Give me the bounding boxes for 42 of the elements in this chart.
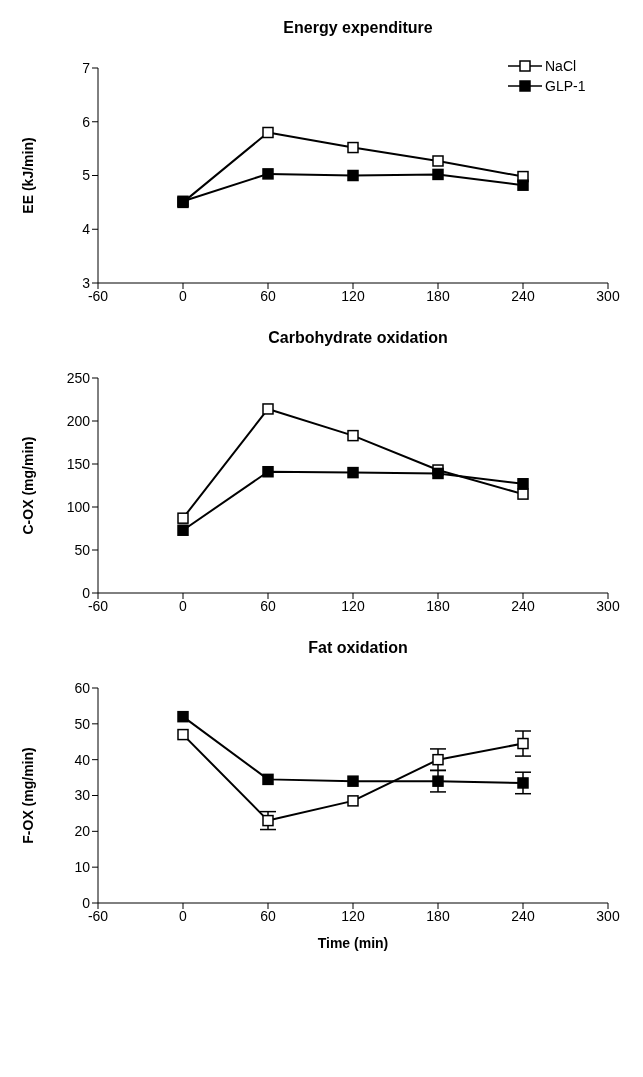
y-tick-label: 40 bbox=[74, 751, 91, 768]
x-tick-label: 120 bbox=[341, 287, 365, 304]
y-axis-title: EE (kJ/min) bbox=[19, 137, 36, 214]
x-tick-label: 240 bbox=[511, 597, 535, 614]
x-tick-label: 120 bbox=[341, 907, 365, 924]
x-tick-label: 240 bbox=[511, 907, 535, 924]
x-axis-title: Time (min) bbox=[317, 934, 389, 951]
y-tick-label: 4 bbox=[82, 221, 91, 238]
x-tick-label: 180 bbox=[426, 287, 450, 304]
y-tick-label: 100 bbox=[66, 498, 91, 515]
y-tick-label: 5 bbox=[82, 167, 91, 184]
y-tick-label: 10 bbox=[74, 859, 91, 876]
x-tick-label: 0 bbox=[179, 287, 188, 304]
y-tick-label: 60 bbox=[74, 679, 91, 696]
x-tick-label: 0 bbox=[179, 597, 188, 614]
x-tick-label: 60 bbox=[260, 287, 276, 304]
y-tick-label: 200 bbox=[66, 412, 91, 429]
x-tick-label: 300 bbox=[596, 907, 620, 924]
y-tick-label: 7 bbox=[82, 59, 91, 76]
y-axis-title: C-OX (mg/min) bbox=[19, 436, 36, 535]
y-tick-label: 50 bbox=[74, 715, 91, 732]
y-tick-label: 30 bbox=[74, 787, 91, 804]
x-tick-label: 60 bbox=[260, 907, 276, 924]
x-tick-label: 180 bbox=[426, 597, 450, 614]
x-tick-label: 60 bbox=[260, 597, 276, 614]
x-tick-label: 120 bbox=[341, 597, 365, 614]
x-tick-label: 180 bbox=[426, 907, 450, 924]
y-tick-label: 20 bbox=[74, 823, 91, 840]
chart-title: Carbohydrate oxidation bbox=[267, 328, 449, 348]
legend-label: NaCl bbox=[545, 58, 577, 74]
chart-title: Fat oxidation bbox=[307, 638, 409, 658]
y-tick-label: 6 bbox=[82, 113, 91, 130]
x-tick-label: 300 bbox=[596, 597, 620, 614]
chart-title: Energy expenditure bbox=[282, 18, 434, 38]
x-tick-label: 240 bbox=[511, 287, 535, 304]
y-axis-title: F-OX (mg/min) bbox=[19, 747, 36, 844]
y-tick-label: 250 bbox=[66, 369, 91, 386]
legend-label: GLP-1 bbox=[545, 78, 586, 94]
y-tick-label: 50 bbox=[74, 541, 91, 558]
y-tick-label: 150 bbox=[66, 455, 91, 472]
x-tick-label: 300 bbox=[596, 287, 620, 304]
x-tick-label: 0 bbox=[179, 907, 188, 924]
